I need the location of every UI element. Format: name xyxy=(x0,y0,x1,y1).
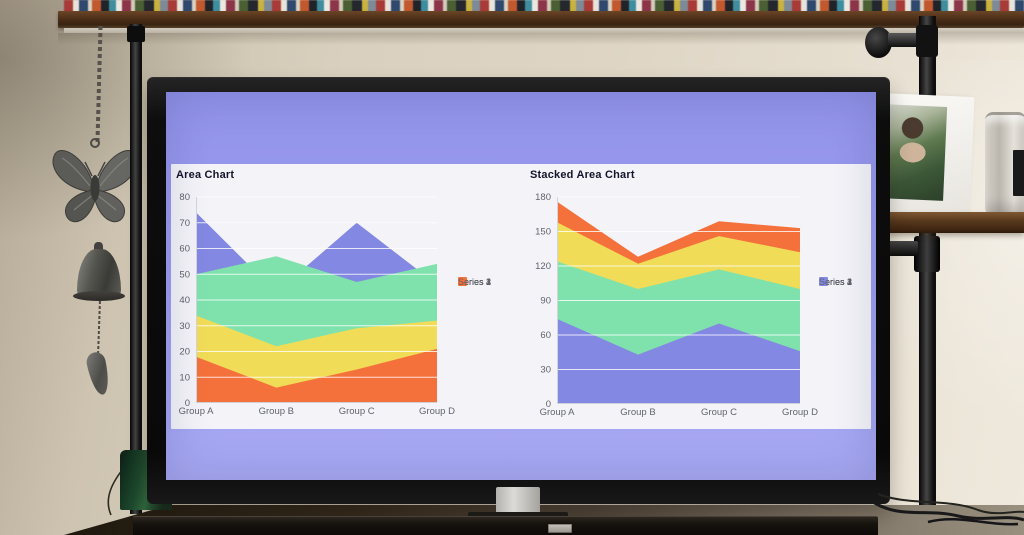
x-tick-label: Group D xyxy=(782,407,818,418)
framed-photo xyxy=(885,104,948,201)
legend-label: Series 1 xyxy=(819,276,853,287)
top-shelf-board xyxy=(58,11,1024,28)
jar-label xyxy=(1013,150,1024,196)
legend-label: Series 3 xyxy=(819,276,853,287)
top-shelf-underside xyxy=(64,28,1024,33)
book-spines xyxy=(64,0,1024,13)
y-tick-label: 40 xyxy=(179,295,190,306)
y-tick-label: 10 xyxy=(179,372,190,383)
x-tick-label: Group A xyxy=(179,406,215,417)
area-series xyxy=(557,318,800,404)
legend-label: Series 2 xyxy=(458,276,492,287)
glass-jar xyxy=(985,112,1024,213)
x-tick-label: Group B xyxy=(259,406,294,417)
chart-window: Area Chart 0 10 20 30 40 50 60 70 80 Group A Group… xyxy=(171,164,871,429)
y-tick-label: 30 xyxy=(179,321,190,332)
x-tick-label: Group A xyxy=(540,407,576,418)
shelf-pipe-left-fitting xyxy=(127,26,145,42)
legend-swatch-icon xyxy=(819,277,828,286)
y-tick-label: 80 xyxy=(179,192,190,203)
legend-label: Series 4 xyxy=(458,276,492,287)
right-shelf-board xyxy=(869,212,1024,233)
chart-title-stacked: Stacked Area Chart xyxy=(530,169,635,181)
pipe-stub xyxy=(884,241,918,256)
legend-swatch-icon xyxy=(458,277,467,286)
top-shelf-shadow xyxy=(58,33,1024,45)
bell-rim xyxy=(73,291,125,301)
butterfly-ornament-icon xyxy=(52,138,138,223)
wind-chime-lower-chain xyxy=(97,300,101,356)
tv-stand-bracket xyxy=(496,487,540,516)
pipe-tee-fitting xyxy=(916,25,938,57)
y-tick-label: 50 xyxy=(179,269,190,280)
y-tick-label: 120 xyxy=(535,261,551,272)
pipe-sleeve-fitting xyxy=(914,236,940,272)
x-tick-label: Group C xyxy=(701,407,737,418)
chart-title-area: Area Chart xyxy=(176,169,235,181)
wind-chime-pendant xyxy=(84,350,113,397)
y-tick-label: 180 xyxy=(535,192,551,203)
y-tick-label: 30 xyxy=(540,365,551,376)
legend-label: Series 2 xyxy=(819,276,853,287)
screen-vignette xyxy=(166,92,876,480)
shelf-pipe-left xyxy=(130,24,142,514)
legend-label: Series 4 xyxy=(819,276,853,287)
soundbar xyxy=(133,516,878,535)
y-tick-label: 20 xyxy=(179,347,190,358)
y-tick-label: 150 xyxy=(535,227,551,238)
tv-frame: Area Chart 0 10 20 30 40 50 60 70 80 Group A Group… xyxy=(147,77,890,504)
x-tick-label: Group B xyxy=(620,407,655,418)
y-tick-label: 0 xyxy=(185,398,190,409)
cables-right xyxy=(869,493,1024,526)
soundbar-badge xyxy=(548,524,572,533)
bell-knob xyxy=(94,242,103,253)
tv-screen: Area Chart 0 10 20 30 40 50 60 70 80 Group A Group… xyxy=(166,92,876,480)
pipe-wall-flange xyxy=(865,27,892,58)
y-tick-label: 90 xyxy=(540,296,551,307)
legend-label: Series 3 xyxy=(458,276,492,287)
y-tick-label: 70 xyxy=(179,218,190,229)
y-tick-label: 0 xyxy=(546,399,551,410)
x-tick-label: Group D xyxy=(419,406,455,417)
legend-label: Series 1 xyxy=(458,276,492,287)
y-tick-label: 60 xyxy=(540,330,551,341)
area-series xyxy=(196,348,437,403)
y-tick-label: 60 xyxy=(179,244,190,255)
x-tick-label: Group C xyxy=(339,406,375,417)
